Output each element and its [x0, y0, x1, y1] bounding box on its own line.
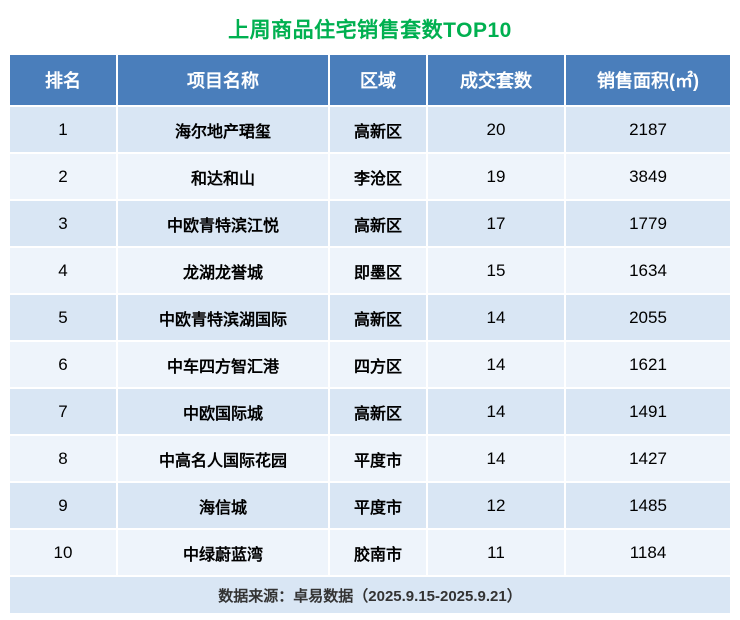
table-row: 5 中欧青特滨湖国际 高新区 14 2055	[9, 294, 731, 341]
table-cell: 和达和山	[117, 153, 329, 200]
table-cell: 2187	[565, 106, 731, 153]
table-cell: 2	[9, 153, 117, 200]
table-cell: 9	[9, 482, 117, 529]
table-body: 1 海尔地产珺玺 高新区 20 2187 2 和达和山 李沧区 19 3849 3 中欧青特滨江悦 高新…	[9, 106, 731, 576]
table-cell: 龙湖龙誉城	[117, 247, 329, 294]
table-cell: 中高名人国际花园	[117, 435, 329, 482]
table-cell: 5	[9, 294, 117, 341]
table-cell: 6	[9, 341, 117, 388]
table-cell: 高新区	[329, 388, 427, 435]
table-cell: 14	[427, 388, 565, 435]
table-cell: 14	[427, 435, 565, 482]
table-cell: 12	[427, 482, 565, 529]
table-row: 2 和达和山 李沧区 19 3849	[9, 153, 731, 200]
table-cell: 中欧国际城	[117, 388, 329, 435]
data-source-note: 数据来源：卓易数据（2025.9.15-2025.9.21）	[9, 576, 731, 614]
table-row: 1 海尔地产珺玺 高新区 20 2187	[9, 106, 731, 153]
table-cell: 11	[427, 529, 565, 576]
table-cell: 1634	[565, 247, 731, 294]
table-cell: 海信城	[117, 482, 329, 529]
table-cell: 1621	[565, 341, 731, 388]
table-cell: 胶南市	[329, 529, 427, 576]
table-cell: 7	[9, 388, 117, 435]
table-cell: 高新区	[329, 106, 427, 153]
table-cell: 1491	[565, 388, 731, 435]
table-row: 8 中高名人国际花园 平度市 14 1427	[9, 435, 731, 482]
table-row: 4 龙湖龙誉城 即墨区 15 1634	[9, 247, 731, 294]
table-cell: 平度市	[329, 435, 427, 482]
table-cell: 4	[9, 247, 117, 294]
table-cell: 中绿蔚蓝湾	[117, 529, 329, 576]
table-cell: 李沧区	[329, 153, 427, 200]
table-row: 6 中车四方智汇港 四方区 14 1621	[9, 341, 731, 388]
table-cell: 中欧青特滨湖国际	[117, 294, 329, 341]
table-row: 3 中欧青特滨江悦 高新区 17 1779	[9, 200, 731, 247]
table-cell: 3	[9, 200, 117, 247]
table-cell: 1485	[565, 482, 731, 529]
table-row: 10 中绿蔚蓝湾 胶南市 11 1184	[9, 529, 731, 576]
table-header: 排名 项目名称 区域 成交套数 销售面积(㎡)	[9, 54, 731, 106]
table-cell: 高新区	[329, 200, 427, 247]
column-header-rank: 排名	[9, 54, 117, 106]
table-cell: 四方区	[329, 341, 427, 388]
table-cell: 1	[9, 106, 117, 153]
table-cell: 高新区	[329, 294, 427, 341]
table-cell: 14	[427, 294, 565, 341]
table-cell: 3849	[565, 153, 731, 200]
table-cell: 海尔地产珺玺	[117, 106, 329, 153]
table-cell: 平度市	[329, 482, 427, 529]
column-header-area: 销售面积(㎡)	[565, 54, 731, 106]
column-header-name: 项目名称	[117, 54, 329, 106]
table-footer-row: 数据来源：卓易数据（2025.9.15-2025.9.21）	[9, 576, 731, 614]
sales-table: 排名 项目名称 区域 成交套数 销售面积(㎡) 1 海尔地产珺玺 高新区 20 2187…	[9, 54, 731, 614]
table-cell: 17	[427, 200, 565, 247]
table-cell: 10	[9, 529, 117, 576]
table-header-row: 排名 项目名称 区域 成交套数 销售面积(㎡)	[9, 54, 731, 106]
table-footer: 数据来源：卓易数据（2025.9.15-2025.9.21）	[9, 576, 731, 614]
table-cell: 19	[427, 153, 565, 200]
table-cell: 1779	[565, 200, 731, 247]
table-row: 9 海信城 平度市 12 1485	[9, 482, 731, 529]
table-cell: 20	[427, 106, 565, 153]
table-cell: 15	[427, 247, 565, 294]
column-header-deals: 成交套数	[427, 54, 565, 106]
table-cell: 8	[9, 435, 117, 482]
table-cell: 中欧青特滨江悦	[117, 200, 329, 247]
page-title: 上周商品住宅销售套数TOP10	[228, 19, 512, 42]
table-row: 7 中欧国际城 高新区 14 1491	[9, 388, 731, 435]
table-cell: 14	[427, 341, 565, 388]
table-cell: 中车四方智汇港	[117, 341, 329, 388]
table-cell: 2055	[565, 294, 731, 341]
table-cell: 1184	[565, 529, 731, 576]
table-cell: 即墨区	[329, 247, 427, 294]
table-cell: 1427	[565, 435, 731, 482]
column-header-region: 区域	[329, 54, 427, 106]
